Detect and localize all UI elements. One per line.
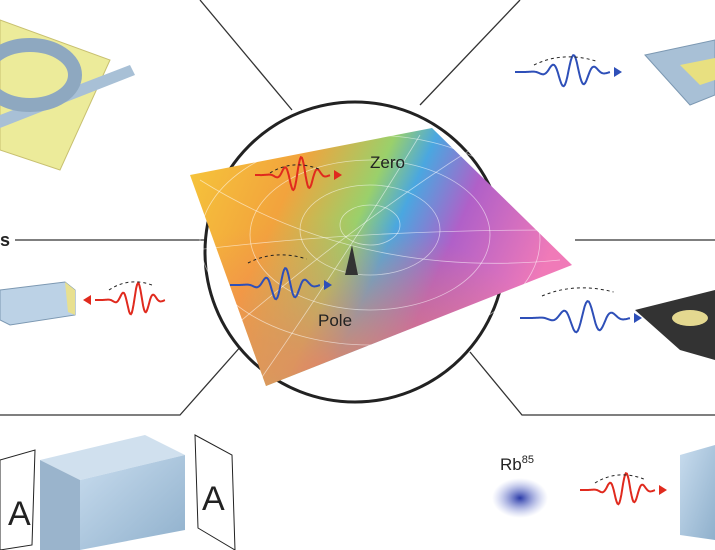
wave: [515, 54, 611, 88]
top-left-device: [0, 19, 135, 171]
rb-symbol: Rb: [500, 455, 522, 474]
wave: [324, 280, 332, 290]
bottom-right-scene: [492, 445, 715, 540]
image-letter-right: A: [202, 480, 225, 518]
wave: [533, 56, 596, 66]
wave-packets: [83, 54, 667, 506]
wave: [247, 254, 307, 264]
wave: [108, 281, 155, 291]
right-device: [635, 290, 715, 360]
wave: [255, 155, 331, 192]
wave: [230, 267, 321, 301]
wave: [541, 287, 614, 297]
zero-label: Zero: [370, 153, 405, 172]
wave: [594, 474, 644, 484]
left-device: [0, 281, 76, 326]
wave: [83, 295, 91, 305]
wave: [634, 313, 642, 323]
wave: [95, 281, 166, 316]
pole-label: Pole: [318, 311, 352, 330]
cut-label: s: [0, 230, 10, 250]
wave: [580, 471, 656, 506]
wave: [614, 67, 622, 77]
wave: [269, 164, 319, 174]
top-right-device: [644, 39, 715, 106]
wave: [334, 170, 342, 180]
rb-mass: 85: [522, 454, 534, 466]
image-letter-left: A: [8, 495, 31, 533]
wave: [659, 485, 667, 495]
complex-plane: [190, 128, 572, 386]
bottom-left-scene: [0, 434, 236, 550]
rb-label: Rb85: [500, 454, 534, 474]
wave: [520, 300, 631, 334]
